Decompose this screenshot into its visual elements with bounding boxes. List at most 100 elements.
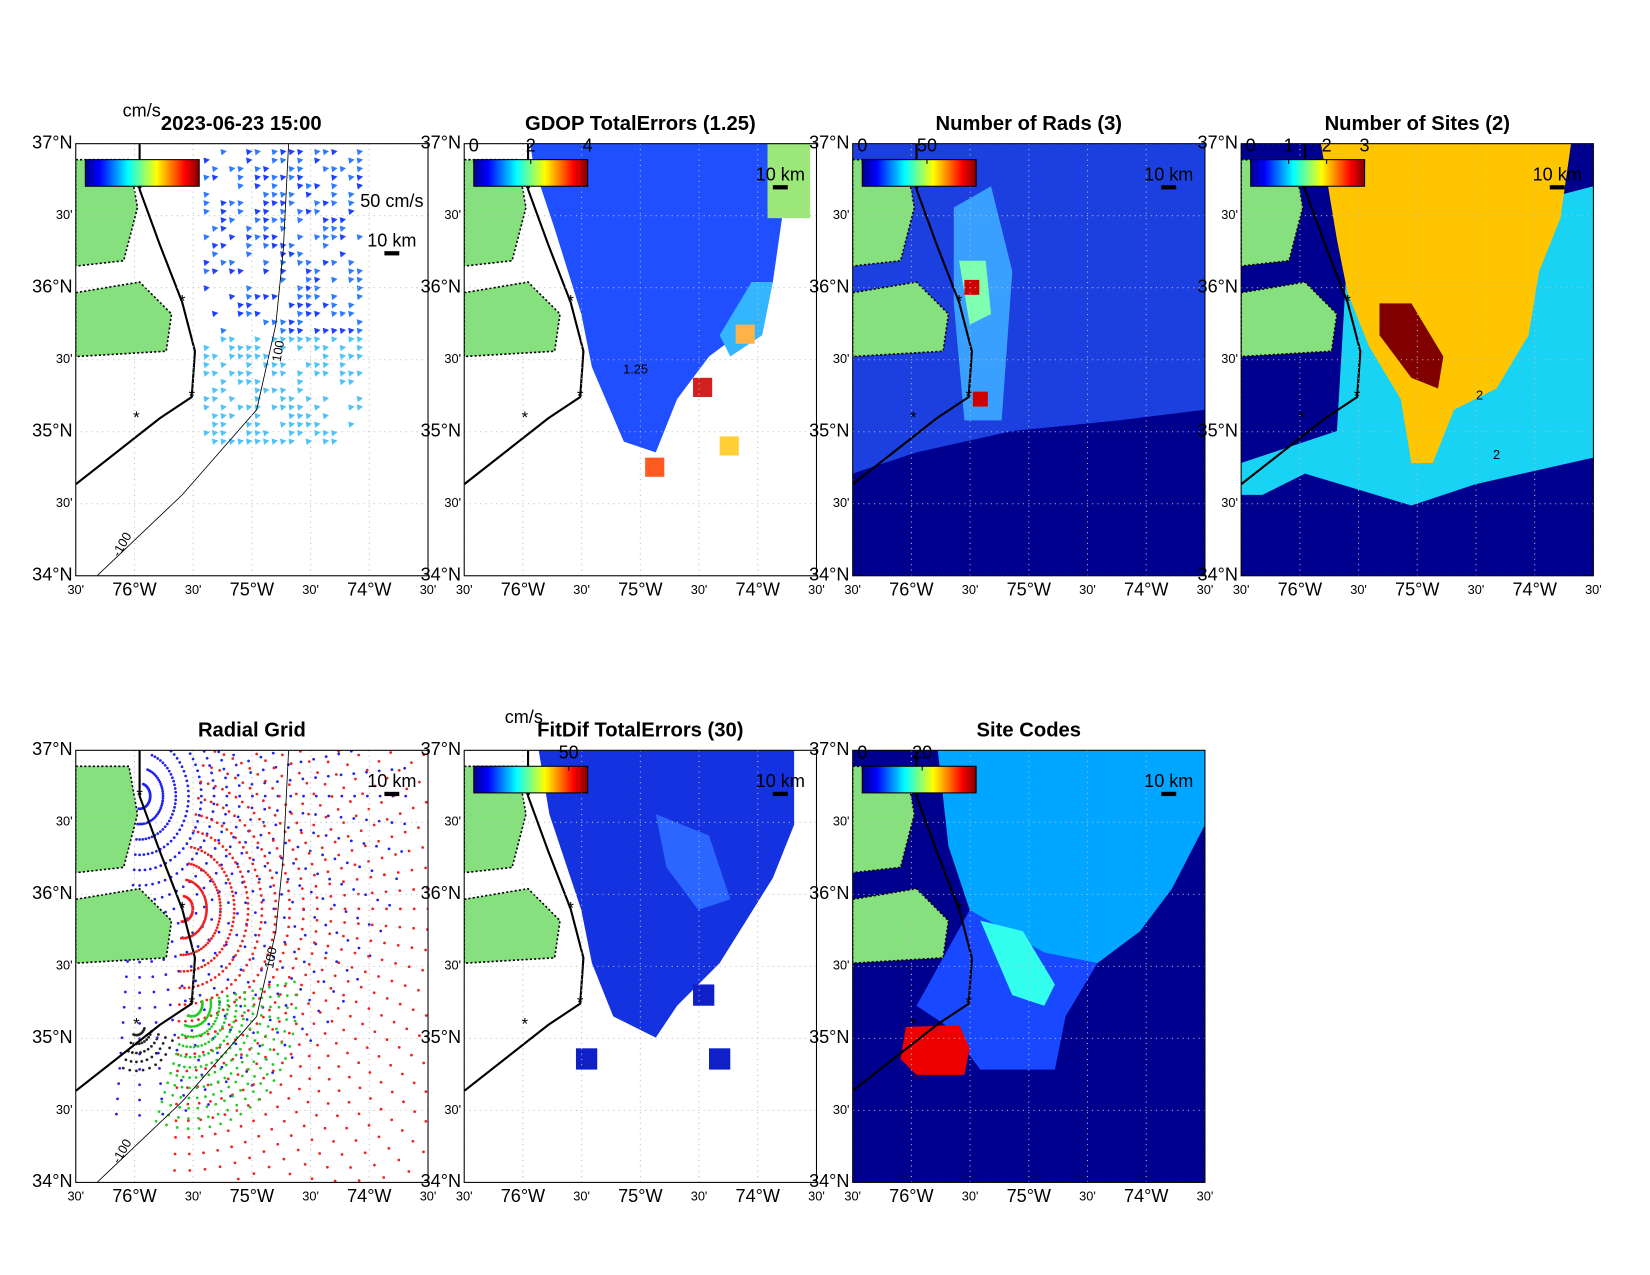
radial-point: [369, 1097, 372, 1100]
contour-label: 2: [1493, 447, 1500, 462]
radial-point: [152, 990, 156, 994]
radial-point: [315, 918, 319, 922]
radial-point: [329, 907, 333, 911]
radial-point: [201, 1050, 205, 1054]
radial-point: [151, 882, 154, 886]
radial-point: [198, 1034, 201, 1037]
radial-point: [342, 934, 345, 938]
radial-point: [169, 1071, 173, 1075]
radial-point: [302, 960, 306, 964]
radial-point: [174, 1135, 177, 1139]
lat-tick-label: 30': [56, 495, 73, 510]
radial-point: [225, 1012, 229, 1016]
current-vector: [356, 293, 364, 301]
radial-point: [196, 984, 200, 988]
radial-point: [226, 978, 230, 982]
radial-point: [216, 1112, 220, 1116]
current-vector: [297, 370, 304, 377]
radial-point: [154, 849, 158, 853]
current-vector: [246, 370, 253, 377]
radial-point: [340, 866, 343, 870]
coastline: [1241, 143, 1362, 486]
radial-point: [288, 907, 292, 911]
radial-point: [301, 1027, 304, 1031]
radial-point: [205, 1029, 209, 1033]
radial-point: [147, 836, 151, 840]
current-vector: [263, 429, 270, 437]
radial-point: [234, 998, 238, 1002]
radial-point: [294, 957, 298, 961]
scale-label: 10 km: [1533, 164, 1582, 184]
current-vector: [203, 157, 210, 164]
radial-point: [300, 927, 304, 931]
radial-point: [222, 944, 226, 948]
radial-point: [403, 822, 407, 826]
radial-point: [201, 982, 204, 986]
radial-point: [236, 865, 240, 869]
radial-point: [205, 909, 208, 913]
radial-point: [173, 1152, 177, 1156]
radial-point: [200, 1134, 204, 1138]
radial-point: [352, 888, 356, 891]
radial-point: [218, 864, 222, 867]
radial-point: [262, 1076, 265, 1080]
current-vector: [297, 404, 304, 411]
radial-point: [213, 847, 217, 850]
radial-point: [394, 853, 397, 856]
radial-point: [301, 897, 305, 901]
radial-point: [207, 1040, 211, 1044]
lon-tick-label: 30': [302, 582, 319, 597]
radial-point: [233, 1000, 236, 1004]
current-vector: [246, 310, 253, 318]
current-vector: [263, 166, 270, 173]
radial-point: [159, 782, 163, 786]
radial-point: [197, 1018, 200, 1021]
current-vector: [339, 327, 347, 335]
current-vector: [229, 217, 236, 224]
radial-point: [190, 857, 194, 861]
current-vector: [297, 285, 304, 292]
site-marker: *: [577, 993, 584, 1012]
radial-point: [182, 970, 186, 973]
scale-label: 10 km: [756, 164, 805, 184]
current-vector: [339, 251, 347, 258]
site-marker: *: [525, 179, 532, 198]
site-marker: *: [910, 408, 917, 427]
current-vector: [280, 395, 287, 403]
radial-point: [199, 845, 203, 849]
site-marker: *: [188, 386, 195, 405]
radial-point: [262, 1150, 266, 1154]
radial-point: [189, 1035, 193, 1039]
radial-point: [229, 886, 233, 889]
radial-point: [206, 1083, 210, 1087]
map-area: ****: [464, 750, 817, 1183]
radial-point: [208, 1027, 211, 1031]
radial-point: [326, 1054, 330, 1058]
radial-point: [241, 845, 245, 849]
current-vector: [246, 148, 253, 156]
radial-point: [238, 996, 242, 999]
radial-point: [185, 1069, 189, 1073]
radial-point: [312, 1022, 316, 1026]
current-vector: [263, 361, 270, 369]
radial-point: [327, 794, 331, 798]
radial-point: [293, 1019, 297, 1023]
radial-point: [188, 1076, 191, 1080]
radial-point: [274, 823, 278, 827]
current-vector: [288, 429, 295, 437]
radial-point: [282, 1119, 286, 1123]
contour-label: 2: [1476, 387, 1483, 402]
site-marker: *: [577, 386, 584, 405]
radial-point: [194, 1068, 198, 1072]
lat-tick-label: 34°N: [421, 1171, 461, 1191]
coastline: [464, 143, 585, 486]
lon-tick-label: 75°W: [618, 579, 662, 599]
current-vector: [280, 157, 287, 164]
radial-point: [132, 1033, 135, 1036]
map-area: ****: [852, 750, 1205, 1183]
current-vector: [314, 276, 321, 284]
radial-point: [236, 815, 240, 819]
radial-point: [253, 868, 257, 872]
radial-point: [284, 982, 288, 986]
radial-point: [218, 950, 222, 954]
